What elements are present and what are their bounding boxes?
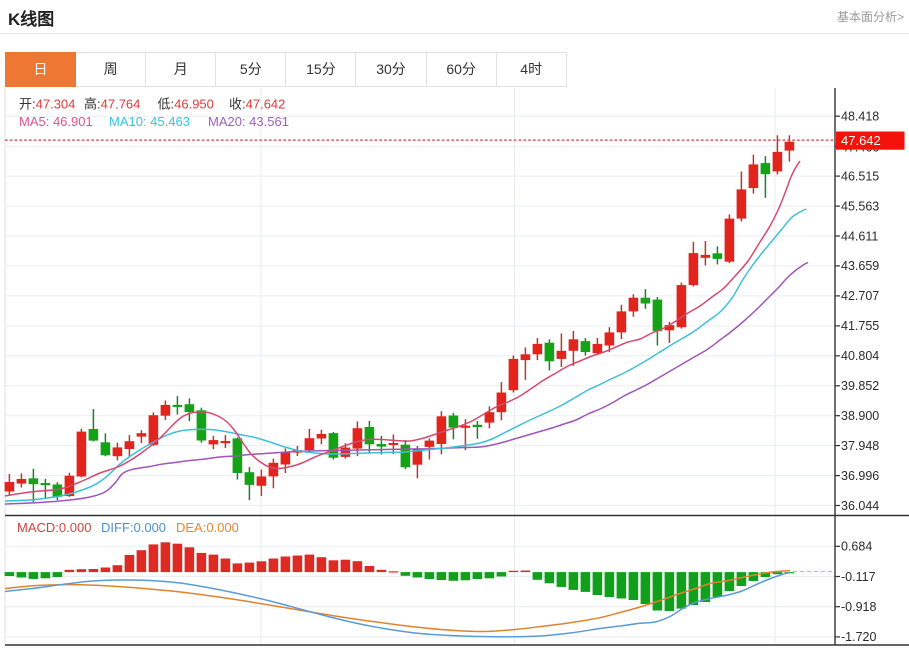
svg-text:37.948: 37.948 xyxy=(841,439,879,453)
svg-text:-0.117: -0.117 xyxy=(841,570,876,584)
svg-text:-1.720: -1.720 xyxy=(841,630,876,644)
svg-text:MA10: 45.463: MA10: 45.463 xyxy=(109,114,190,129)
svg-text:42.707: 42.707 xyxy=(841,289,879,303)
svg-text:40.804: 40.804 xyxy=(841,349,879,363)
svg-text:41.755: 41.755 xyxy=(841,319,879,333)
svg-text:44.611: 44.611 xyxy=(841,229,878,243)
svg-text:MACD:0.000: MACD:0.000 xyxy=(17,520,91,535)
svg-text:36.996: 36.996 xyxy=(841,469,879,483)
svg-text:DIFF:0.000: DIFF:0.000 xyxy=(101,520,166,535)
svg-text:收:47.642: 收:47.642 xyxy=(229,97,285,112)
svg-text:低:46.950: 低:46.950 xyxy=(158,97,214,112)
svg-text:48.418: 48.418 xyxy=(841,110,879,124)
svg-text:45.563: 45.563 xyxy=(841,199,879,213)
svg-text:46.515: 46.515 xyxy=(841,169,879,183)
svg-text:39.852: 39.852 xyxy=(841,379,879,393)
svg-text:MA5: 46.901: MA5: 46.901 xyxy=(19,114,93,129)
svg-text:DEA:0.000: DEA:0.000 xyxy=(176,520,239,535)
svg-text:0.684: 0.684 xyxy=(841,540,872,554)
svg-text:开:47.304: 开:47.304 xyxy=(19,97,75,112)
svg-text:47.642: 47.642 xyxy=(841,133,881,148)
svg-text:高:47.764: 高:47.764 xyxy=(84,97,140,112)
svg-text:43.659: 43.659 xyxy=(841,259,879,273)
svg-text:36.044: 36.044 xyxy=(841,499,879,513)
svg-text:MA20: 43.561: MA20: 43.561 xyxy=(208,114,289,129)
svg-text:-0.918: -0.918 xyxy=(841,600,876,614)
svg-text:38.900: 38.900 xyxy=(841,409,879,423)
